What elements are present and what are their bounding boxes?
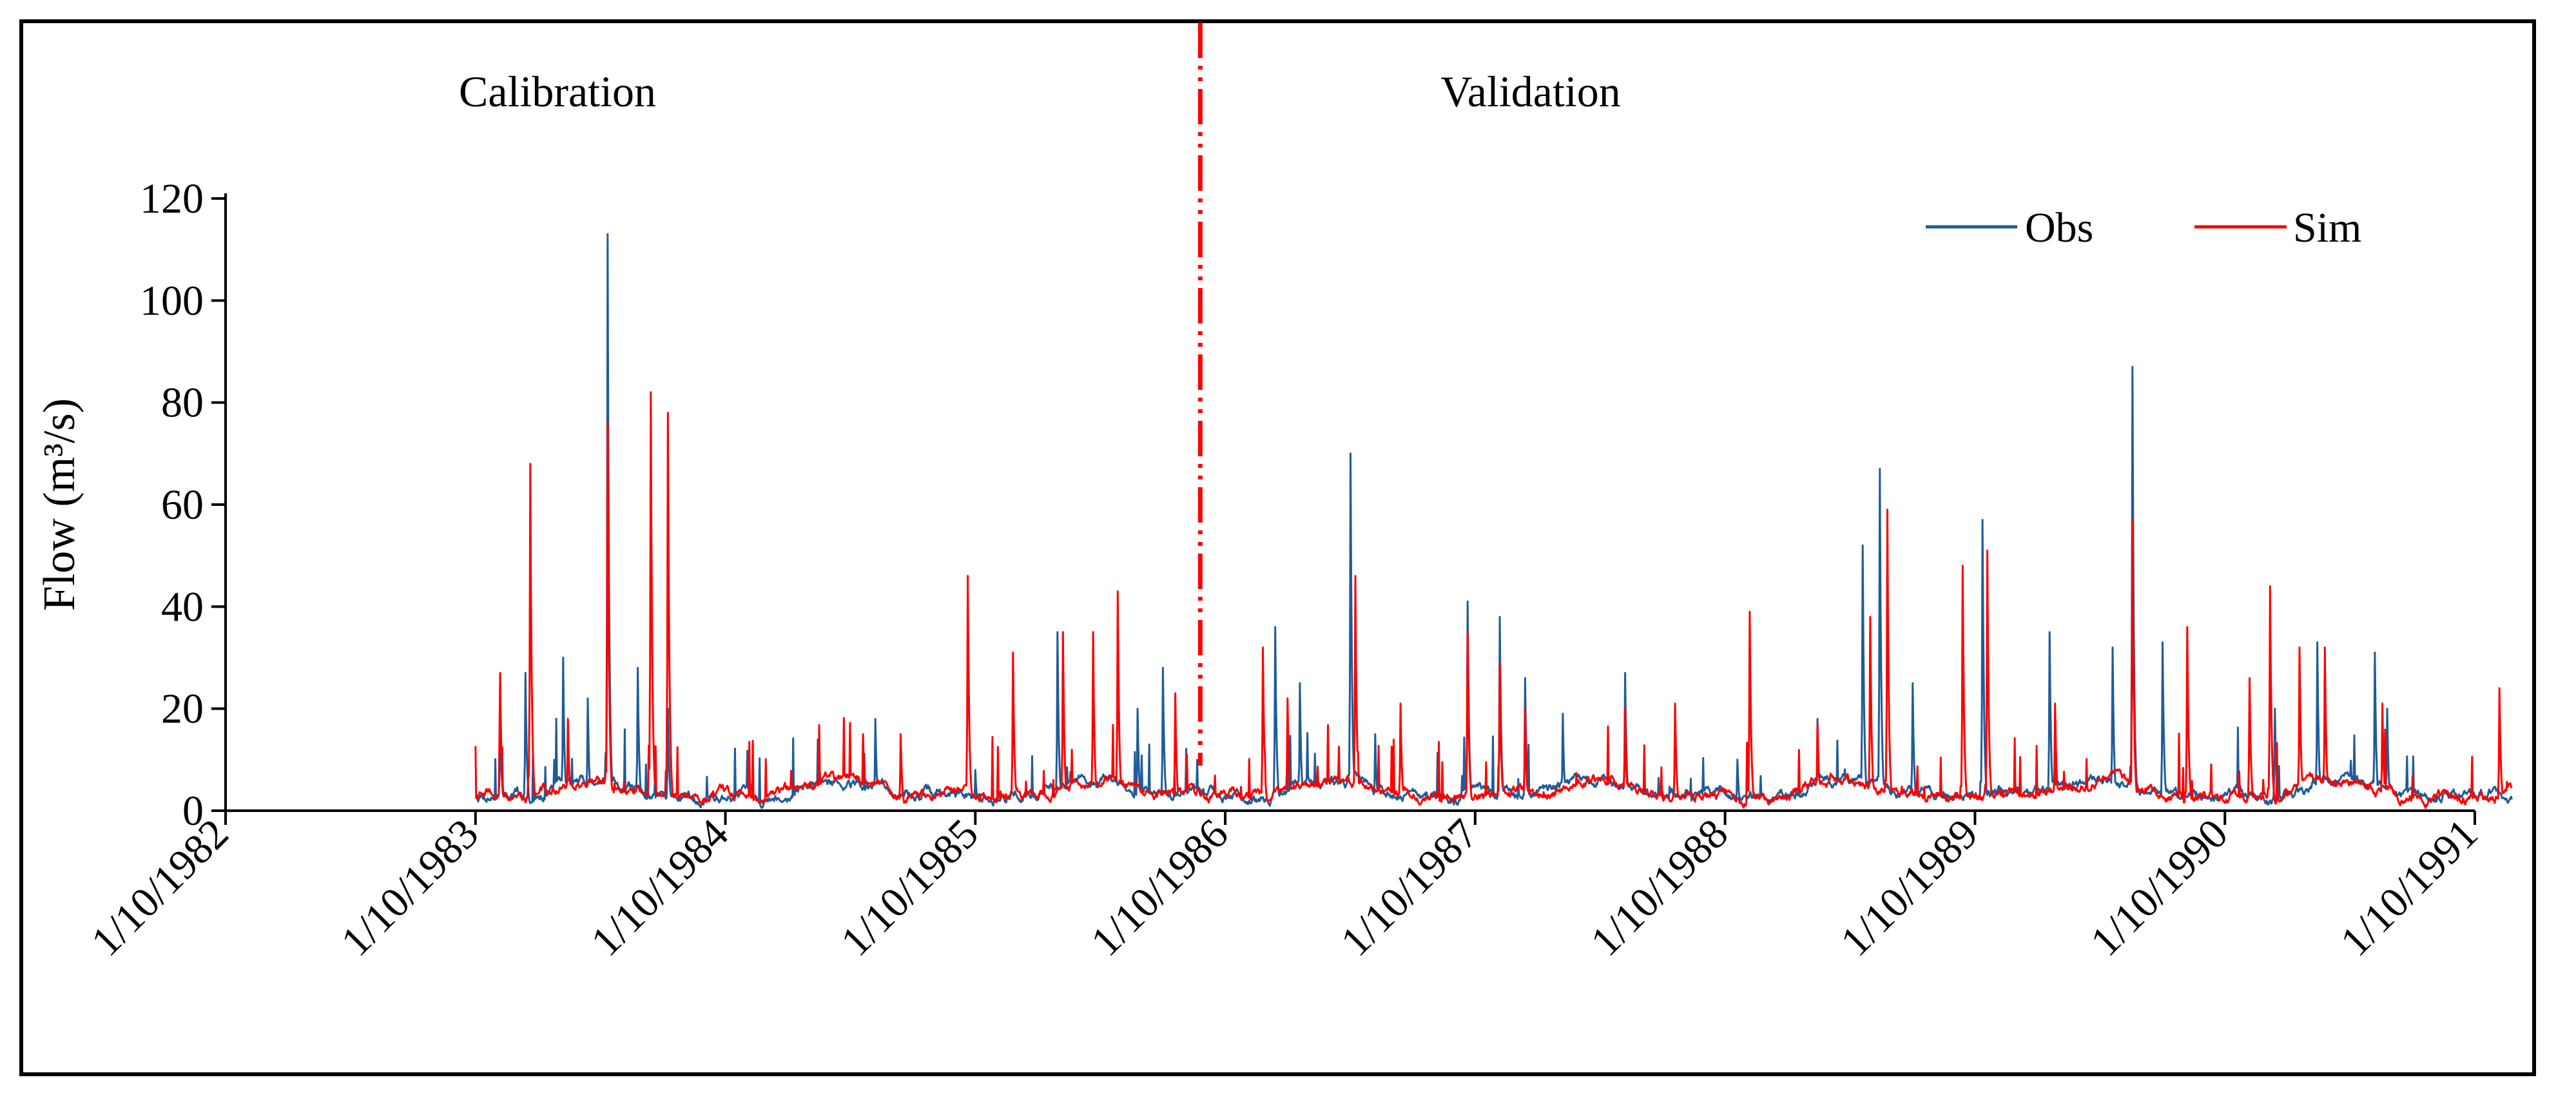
x-tick-label: 1/10/1990: [2082, 810, 2237, 965]
calibration-label: Calibration: [459, 67, 656, 116]
sim-series-line: [474, 391, 2513, 809]
y-tick-label: 0: [182, 787, 204, 835]
x-tick-label: 1/10/1986: [1082, 810, 1237, 965]
chart-frame: [19, 19, 2536, 1076]
x-tick-label: 1/10/1984: [582, 810, 737, 965]
legend: Obs Sim: [1926, 204, 2361, 251]
y-axis-label: Flow (m³/s): [35, 398, 84, 611]
y-tick-label: 40: [161, 583, 204, 630]
validation-label: Validation: [1440, 67, 1621, 116]
legend-sim-label: Sim: [2293, 204, 2361, 251]
x-tick-label: 1/10/1989: [1832, 810, 1987, 965]
x-tick-label: 1/10/1983: [332, 810, 487, 965]
y-tick-label: 100: [140, 277, 204, 324]
series-group: [474, 233, 2513, 809]
ticks-group: 0 20 40 60 80 100 120 1/10/1982 1/10/1983 1/10/19…: [82, 175, 2487, 965]
legend-obs-label: Obs: [2025, 204, 2093, 251]
y-tick-label: 120: [140, 175, 204, 222]
y-tick-label: 20: [161, 686, 204, 733]
y-tick-label: 80: [161, 380, 204, 427]
obs-series-line: [474, 233, 2513, 809]
x-tick-label: 1/10/1985: [832, 810, 987, 965]
x-tick-label: 1/10/1988: [1582, 810, 1737, 965]
x-tick-label: 1/10/1987: [1332, 810, 1487, 965]
x-tick-label: 1/10/1982: [82, 810, 238, 965]
y-tick-label: 60: [161, 481, 204, 528]
x-tick-label: 1/10/1991: [2332, 810, 2487, 965]
